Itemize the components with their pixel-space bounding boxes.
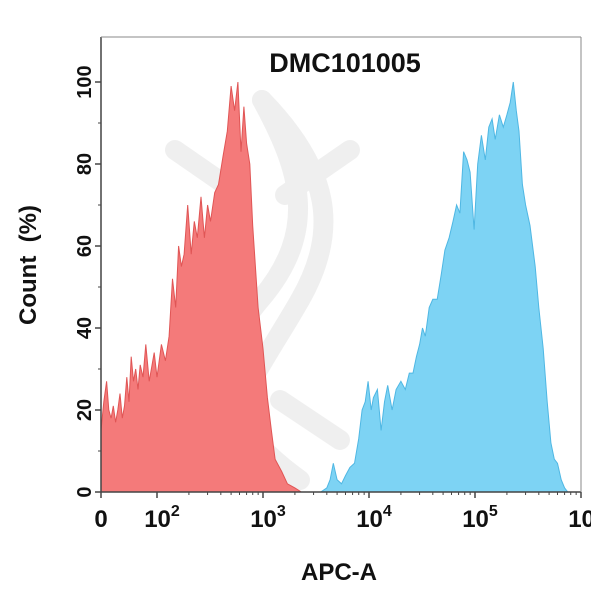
y-tick-label: 60 — [74, 235, 96, 257]
x-tick-label: 103 — [250, 503, 286, 533]
y-axis-label: Count (%) — [15, 205, 42, 325]
x-tick-label: 0 — [94, 506, 107, 533]
x-tick-label: 105 — [462, 503, 498, 533]
chart-title: DMC101005 — [269, 48, 421, 78]
y-tick-label: 100 — [74, 65, 96, 98]
x-tick-label: 106 — [568, 503, 591, 533]
x-tick-label: 102 — [144, 503, 180, 533]
y-tick-label: 40 — [74, 317, 96, 339]
y-tick-label: 20 — [74, 399, 96, 421]
plot-frame — [100, 36, 582, 493]
histogram-series-1 — [100, 81, 304, 493]
y-tick-label: 80 — [74, 153, 96, 175]
x-axis-label: APC-A — [301, 559, 377, 586]
histogram-series-2 — [319, 81, 569, 493]
y-tick-label: 0 — [74, 486, 96, 497]
x-tick-label: 104 — [356, 503, 392, 533]
